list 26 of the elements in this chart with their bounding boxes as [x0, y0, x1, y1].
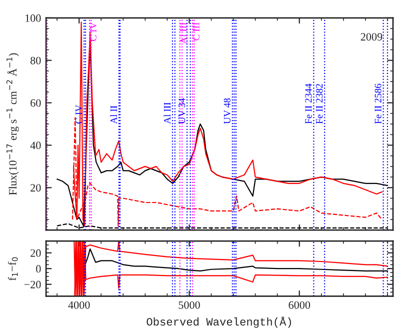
- ref-line-label: Al III: [164, 102, 170, 124]
- y-axis-title: f$_{1}$−f$_{0}$: [8, 257, 18, 280]
- y-tick-label: 100: [26, 14, 41, 22]
- ref-line-label: C IV: [90, 22, 96, 41]
- y-tick-label: 40: [30, 142, 41, 150]
- ref-line-label: C III: [192, 22, 200, 40]
- ref-line-label: C IV: [76, 104, 82, 124]
- y-tick-label: 60: [30, 99, 41, 107]
- ref-line-label: Al III: [180, 22, 187, 44]
- ref-line-label: Al II: [110, 106, 117, 124]
- ref-line-label: Fe II 2344: [305, 84, 312, 124]
- x-tick-label: 6000: [288, 301, 310, 309]
- ref-line-label: Fe II 2586: [374, 84, 382, 124]
- ref-line-label: UV 48: [224, 98, 230, 124]
- y-tick-label: −20: [24, 280, 41, 288]
- ref-line-label: UV 34: [178, 98, 186, 124]
- y-tick-label: 80: [30, 56, 41, 64]
- x-tick-label: 4000: [68, 301, 90, 309]
- x-tick-label: 5000: [178, 301, 200, 309]
- ref-line-label: Fe II 2382: [316, 84, 323, 124]
- x-axis-title: Observed Wavelength(Å): [146, 316, 292, 328]
- text: Flux(10$^{−17}$ erg s$^{−1}$ cm$^{−2}$ Å$^{−1}$): [6, 53, 19, 196]
- annotation: 2009: [360, 33, 382, 41]
- y-tick-label: 0: [36, 265, 41, 273]
- y-tick-label: 20: [30, 249, 41, 257]
- y-tick-label: 20: [30, 184, 41, 192]
